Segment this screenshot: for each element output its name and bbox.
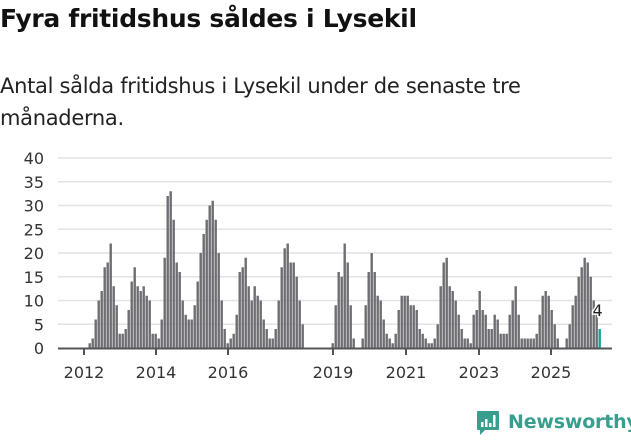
svg-text:2016: 2016 bbox=[208, 363, 249, 382]
svg-text:25: 25 bbox=[24, 220, 44, 239]
svg-text:40: 40 bbox=[24, 149, 44, 168]
svg-text:4: 4 bbox=[593, 301, 603, 320]
bars bbox=[88, 191, 601, 348]
svg-text:2014: 2014 bbox=[136, 363, 177, 382]
svg-text:35: 35 bbox=[24, 173, 44, 192]
svg-text:10: 10 bbox=[24, 292, 44, 311]
logo-text: Newsworthy bbox=[508, 411, 631, 433]
bar-chart-speech-bubble-icon bbox=[476, 410, 500, 435]
svg-text:2021: 2021 bbox=[386, 363, 427, 382]
svg-text:15: 15 bbox=[24, 268, 44, 287]
svg-text:2025: 2025 bbox=[531, 363, 572, 382]
chart-subtitle: Antal sålda fritidshus i Lysekil under d… bbox=[0, 74, 521, 130]
svg-text:0: 0 bbox=[34, 339, 44, 358]
last-value-annotation: 4 bbox=[591, 300, 604, 322]
svg-text:20: 20 bbox=[24, 244, 44, 263]
svg-text:2012: 2012 bbox=[64, 363, 105, 382]
y-axis: 0 5 10 15 20 25 30 35 40 bbox=[24, 149, 44, 358]
svg-text:2019: 2019 bbox=[313, 363, 354, 382]
svg-text:2023: 2023 bbox=[459, 363, 500, 382]
svg-text:30: 30 bbox=[24, 197, 44, 216]
bar-chart: 0 5 10 15 20 25 30 35 40 2012 2014 2016 2019 2021 202… bbox=[0, 145, 631, 390]
chart-title: Fyra fritidshus såldes i Lysekil bbox=[0, 4, 417, 33]
x-axis: 2012 2014 2016 2019 2021 2023 2025 bbox=[58, 347, 612, 382]
newsworthy-logo: Newsworthy bbox=[476, 406, 631, 438]
svg-text:5: 5 bbox=[34, 315, 44, 334]
